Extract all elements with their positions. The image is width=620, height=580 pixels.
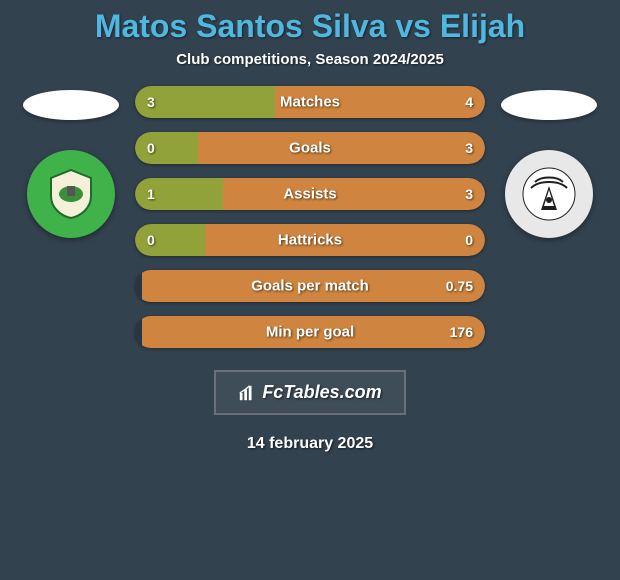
stat-label: Hattricks xyxy=(278,232,342,249)
brand-logo-icon xyxy=(238,384,256,402)
stat-bar: Min per goal 176 xyxy=(135,316,485,348)
left-club-crest-icon xyxy=(43,166,99,222)
infographic-container: Matos Santos Silva vs Elijah Club compet… xyxy=(0,0,620,580)
stat-fill-right xyxy=(223,178,486,210)
stat-fill-right xyxy=(198,132,485,164)
right-club-badge xyxy=(505,150,593,238)
stat-value-right: 3 xyxy=(465,140,473,156)
stat-bar: Goals per match 0.75 xyxy=(135,270,485,302)
stat-value-right: 0.75 xyxy=(446,278,473,294)
page-title: Matos Santos Silva vs Elijah xyxy=(95,8,525,45)
stat-value-right: 0 xyxy=(465,232,473,248)
date-label: 14 february 2025 xyxy=(247,435,373,453)
stat-fill-left xyxy=(135,224,205,256)
stat-value-left: 0 xyxy=(147,232,155,248)
right-club-crest-icon xyxy=(521,166,577,222)
main-row: Matches34Goals03Assists13Hattricks00Goal… xyxy=(0,86,620,348)
stat-label: Assists xyxy=(283,186,336,203)
stat-fill-right xyxy=(205,224,485,256)
stat-value-left: 0 xyxy=(147,140,155,156)
right-player-column xyxy=(499,86,599,238)
stat-bar: Assists 1 3 xyxy=(135,178,485,210)
stat-value-right: 3 xyxy=(465,186,473,202)
stat-value-right: 176 xyxy=(450,324,473,340)
left-club-badge xyxy=(27,150,115,238)
stat-label: Goals per match xyxy=(251,278,369,295)
right-player-photo-placeholder xyxy=(501,90,597,120)
left-player-column xyxy=(21,86,121,238)
stat-label: Matches xyxy=(280,94,340,111)
stat-bar: Goals 0 3 xyxy=(135,132,485,164)
stat-value-left: 3 xyxy=(147,94,155,110)
subtitle: Club competitions, Season 2024/2025 xyxy=(176,51,444,68)
stat-bar: Matches 3 4 xyxy=(135,86,485,118)
stat-fill-left xyxy=(135,132,198,164)
stat-label: Goals xyxy=(289,140,331,157)
stat-value-right: 4 xyxy=(465,94,473,110)
stat-fill-left xyxy=(135,86,275,118)
stat-bar: Hattricks 0 0 xyxy=(135,224,485,256)
left-player-photo-placeholder xyxy=(23,90,119,120)
stat-label: Min per goal xyxy=(266,324,354,341)
brand-text: FcTables.com xyxy=(262,382,381,403)
stat-value-left: 1 xyxy=(147,186,155,202)
brand-box: FcTables.com xyxy=(214,370,405,415)
stats-column: Matches34Goals03Assists13Hattricks00Goal… xyxy=(135,86,485,348)
